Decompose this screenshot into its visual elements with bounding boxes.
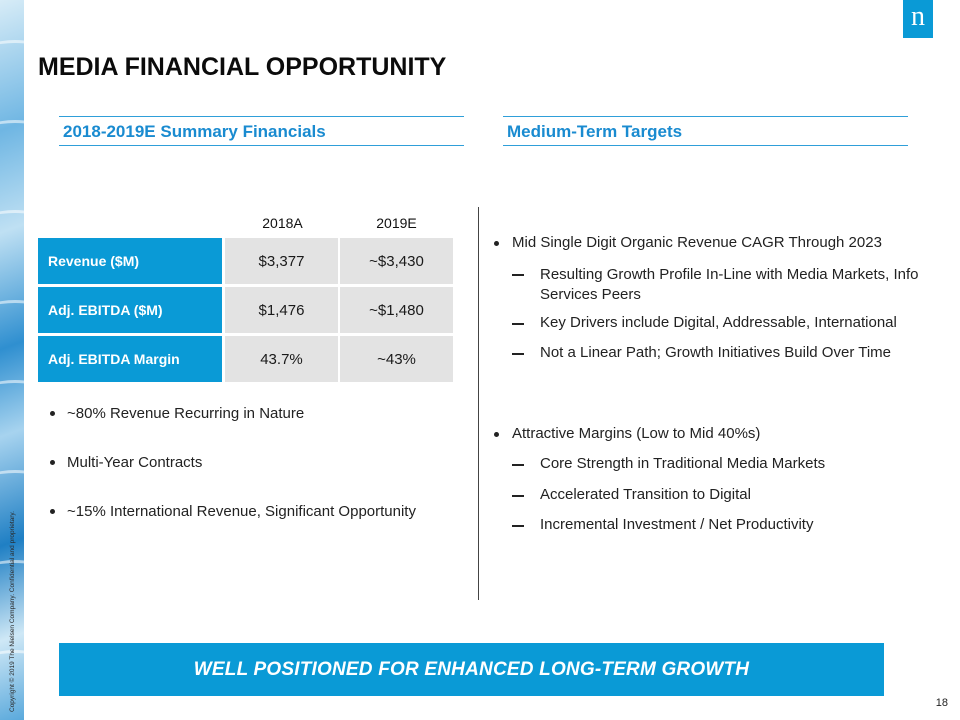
dash-marker (512, 353, 524, 355)
wave-decoration (0, 210, 24, 239)
cell-revenue-2019e: ~$3,430 (340, 238, 453, 287)
summary-financials-table: 2018A 2019E Revenue ($M) $3,377 ~$3,430 … (38, 207, 453, 385)
target-bullet-margins: Attractive Margins (Low to Mid 40%s) (494, 425, 944, 442)
dash-marker (512, 464, 524, 466)
column-header-2019e: 2019E (376, 214, 417, 231)
wave-decoration (0, 650, 24, 679)
bullet-dot (50, 460, 55, 465)
bullet-text: Mid Single Digit Organic Revenue CAGR Th… (512, 234, 882, 251)
cell-revenue-2018a: $3,377 (225, 238, 340, 287)
sub-bullet-text: Accelerated Transition to Digital (540, 486, 751, 503)
sub-bullet-text: Incremental Investment / Net Productivit… (540, 516, 814, 533)
list-item: Multi-Year Contracts (48, 454, 473, 471)
wave-decoration (0, 300, 24, 329)
cell-ebitda-2018a: $1,476 (225, 287, 340, 336)
target-sub-bullet: Key Drivers include Digital, Addressable… (512, 314, 952, 331)
table-row: Adj. EBITDA ($M) $1,476 ~$1,480 (38, 287, 453, 336)
copyright-notice: Copyright © 2019 The Nielsen Company. Co… (4, 12, 18, 712)
row-label-ebitda: Adj. EBITDA ($M) (38, 287, 225, 336)
cell-margin-2018a: 43.7% (225, 336, 340, 385)
page-title: MEDIA FINANCIAL OPPORTUNITY (38, 53, 447, 81)
dash-marker (512, 495, 524, 497)
sub-bullet-text: Not a Linear Path; Growth Initiatives Bu… (540, 344, 891, 361)
table-row: Revenue ($M) $3,377 ~$3,430 (38, 238, 453, 287)
list-item: ~15% International Revenue, Significant … (48, 503, 473, 520)
wave-decoration (0, 380, 24, 409)
list-item: ~80% Revenue Recurring in Nature (48, 405, 473, 422)
summary-financials-header: 2018-2019E Summary Financials (59, 116, 464, 146)
dash-marker (512, 525, 524, 527)
wave-decoration (0, 40, 24, 69)
bullet-text: ~80% Revenue Recurring in Nature (67, 405, 305, 422)
decorative-side-strip (0, 0, 24, 720)
target-sub-bullet: Core Strength in Traditional Media Marke… (512, 455, 952, 472)
row-label-revenue: Revenue ($M) (38, 238, 225, 287)
page-number: 18 (935, 697, 948, 709)
wave-decoration (0, 120, 24, 149)
wave-decoration (0, 470, 24, 499)
dash-marker (512, 274, 524, 276)
bullet-text: Multi-Year Contracts (67, 454, 203, 471)
nielsen-logo: n (903, 0, 933, 38)
bullet-text: ~15% International Revenue, Significant … (67, 503, 416, 520)
target-sub-bullet: Not a Linear Path; Growth Initiatives Bu… (512, 344, 952, 361)
wave-decoration (0, 560, 24, 589)
cell-margin-2019e: ~43% (340, 336, 453, 385)
bullet-dot (494, 432, 499, 437)
left-bullet-list: ~80% Revenue Recurring in Nature Multi-Y… (48, 405, 473, 520)
table-corner (38, 207, 225, 238)
column-divider (478, 207, 479, 600)
dash-marker (512, 323, 524, 325)
target-bullet-revenue: Mid Single Digit Organic Revenue CAGR Th… (494, 234, 944, 251)
target-sub-bullet: Accelerated Transition to Digital (512, 486, 952, 503)
copyright-text: Copyright © 2019 The Nielsen Company. Co… (9, 511, 16, 712)
sub-bullet-text: Resulting Growth Profile In-Line with Me… (540, 266, 919, 303)
column-header-2018a: 2018A (262, 214, 303, 231)
medium-term-targets-header: Medium-Term Targets (503, 116, 908, 146)
table-row: Adj. EBITDA Margin 43.7% ~43% (38, 336, 453, 385)
bullet-dot (50, 411, 55, 416)
growth-banner: WELL POSITIONED FOR ENHANCED LONG-TERM G… (59, 643, 884, 696)
row-label-ebitda-margin: Adj. EBITDA Margin (38, 336, 225, 385)
target-sub-bullet: Incremental Investment / Net Productivit… (512, 516, 952, 533)
bullet-dot (494, 241, 499, 246)
target-sub-bullet: Resulting Growth Profile In-Line with Me… (512, 265, 952, 305)
sub-bullet-text: Key Drivers include Digital, Addressable… (540, 314, 897, 331)
cell-ebitda-2019e: ~$1,480 (340, 287, 453, 336)
bullet-text: Attractive Margins (Low to Mid 40%s) (512, 425, 761, 442)
bullet-dot (50, 509, 55, 514)
sub-bullet-text: Core Strength in Traditional Media Marke… (540, 455, 826, 472)
